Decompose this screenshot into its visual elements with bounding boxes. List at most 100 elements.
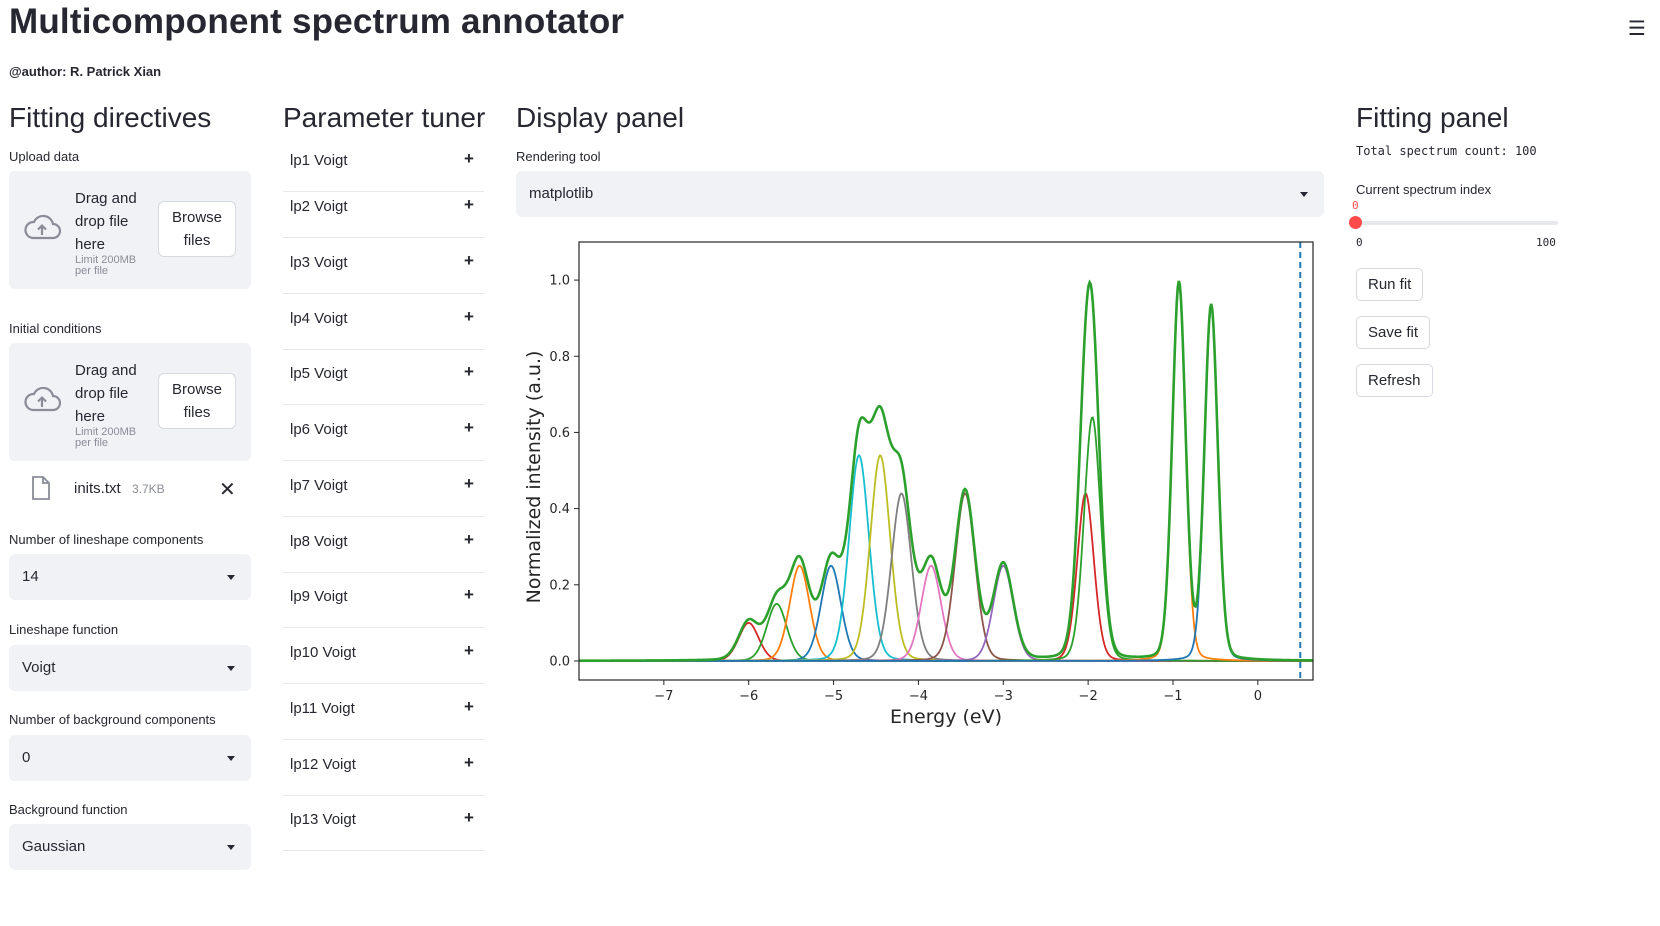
upload-data-label: Upload data [9, 149, 80, 164]
x-axis-label: Energy (eV) [890, 706, 1002, 728]
uploaded-file-name: inits.txt [74, 480, 121, 497]
lp-expander[interactable]: lp6 Voigt + [283, 405, 484, 461]
parameter-tuner-title: Parameter tuner [283, 102, 486, 133]
lp-expander-label: lp9 Voigt [290, 588, 348, 605]
initial-conditions-drag-text: Drag and drop file here [75, 362, 137, 425]
author-line: @author: R. Patrick Xian [9, 64, 162, 79]
plus-icon: + [464, 474, 474, 493]
y-tick-label: 0.2 [549, 578, 570, 593]
lp-expander-label: lp1 Voigt [290, 152, 348, 169]
plus-icon: + [464, 697, 474, 716]
chevron-down-icon [227, 666, 235, 671]
plus-icon: + [464, 753, 474, 772]
lineshape-function-select[interactable]: Voigt [9, 645, 251, 691]
lp-expander[interactable]: lp12 Voigt + [283, 740, 484, 796]
x-tick-label: −5 [824, 689, 843, 704]
lp-expander-label: lp4 Voigt [290, 310, 348, 327]
spectrum-index-label: Current spectrum index [1356, 182, 1492, 197]
app-title: Multicomponent spectrum annotator [9, 2, 625, 41]
fitting-directives-title: Fitting directives [9, 102, 212, 133]
lp-expander[interactable]: lp3 Voigt + [283, 238, 484, 294]
total-fit-curve [579, 279, 1313, 662]
lp-expander[interactable]: lp13 Voigt + [283, 795, 484, 851]
lp-expander-label: lp12 Voigt [290, 756, 356, 773]
plus-icon: + [464, 530, 474, 549]
background-function-value: Gaussian [22, 838, 86, 855]
num-background-select[interactable]: 0 [9, 735, 251, 781]
lp-expander[interactable]: lp8 Voigt + [283, 517, 484, 573]
component-curve [579, 564, 1313, 662]
remove-file-icon[interactable]: ✕ [219, 479, 236, 501]
x-tick-label: −1 [1163, 689, 1182, 704]
upload-data-browse-button[interactable]: Browse files [158, 201, 236, 257]
lp-expander-label: lp3 Voigt [290, 254, 348, 271]
background-function-select[interactable]: Gaussian [9, 824, 251, 870]
cloud-upload-icon [24, 386, 61, 412]
chevron-down-icon [227, 575, 235, 580]
num-background-value: 0 [22, 749, 31, 766]
plus-icon: + [464, 585, 474, 604]
initial-conditions-dropzone[interactable]: Drag and drop file here Limit 200MB per … [9, 343, 251, 461]
upload-data-dropzone[interactable]: Drag and drop file here Limit 200MB per … [9, 171, 251, 289]
plus-icon: + [464, 307, 474, 326]
y-tick-label: 0.0 [549, 654, 570, 669]
lp-expander-label: lp5 Voigt [290, 365, 348, 382]
lp-expander[interactable]: lp1 Voigt + [283, 136, 484, 192]
initial-conditions-limit-text: Limit 200MB per file [75, 426, 137, 449]
num-lineshape-value: 14 [22, 568, 39, 585]
save-fit-button[interactable]: Save fit [1356, 316, 1431, 349]
spectrum-index-min: 0 [1356, 236, 1363, 249]
spectrum-index-max: 100 [1536, 236, 1556, 249]
num-lineshape-select[interactable]: 14 [9, 554, 251, 600]
plus-icon: + [464, 362, 474, 381]
lp-expander[interactable]: lp7 Voigt + [283, 461, 484, 517]
upload-data-drag-text: Drag and drop file here [75, 190, 137, 253]
y-tick-label: 0.6 [549, 426, 570, 441]
y-tick-label: 0.4 [549, 502, 570, 517]
rendering-tool-select[interactable]: matplotlib [516, 171, 1324, 217]
x-tick-label: −7 [654, 689, 673, 704]
lineshape-function-value: Voigt [22, 659, 56, 676]
hamburger-icon[interactable]: ☰ [1628, 18, 1646, 40]
x-tick-label: −6 [739, 689, 758, 704]
plus-icon: + [464, 641, 474, 660]
chevron-down-icon [227, 845, 235, 850]
lp-expander[interactable]: lp2 Voigt + [283, 182, 484, 238]
lp-expander[interactable]: lp11 Voigt + [283, 684, 484, 740]
plus-icon: + [464, 251, 474, 270]
lp-expander-label: lp7 Voigt [290, 477, 348, 494]
fitting-panel-title: Fitting panel [1356, 102, 1509, 133]
lp-expander-label: lp2 Voigt [290, 198, 348, 215]
lp-expander-label: lp8 Voigt [290, 533, 348, 550]
cloud-upload-icon [24, 214, 61, 240]
spectrum-index-slider-thumb[interactable] [1349, 216, 1362, 229]
plus-icon: + [464, 808, 474, 827]
run-fit-button[interactable]: Run fit [1356, 268, 1424, 301]
lp-expander[interactable]: lp10 Voigt + [283, 628, 484, 684]
chevron-down-icon [227, 756, 235, 761]
lp-expander-label: lp13 Voigt [290, 811, 356, 828]
lineshape-function-label: Lineshape function [9, 622, 119, 637]
file-icon [32, 476, 50, 500]
component-curve [579, 564, 1313, 662]
lp-expander[interactable]: lp4 Voigt + [283, 294, 484, 350]
refresh-button[interactable]: Refresh [1356, 364, 1433, 397]
uploaded-file-size: 3.7KB [132, 482, 165, 496]
plus-icon: + [464, 195, 474, 214]
spectrum-index-slider-track[interactable] [1356, 221, 1558, 225]
uploaded-file-row: inits.txt 3.7KB ✕ [9, 472, 251, 506]
y-tick-label: 0.8 [549, 350, 570, 365]
plot-frame [578, 241, 1314, 681]
lp-expander[interactable]: lp9 Voigt + [283, 572, 484, 628]
lp-expander-label: lp11 Voigt [290, 700, 355, 717]
lp-expander[interactable]: lp5 Voigt + [283, 349, 484, 405]
component-curve [579, 564, 1313, 662]
x-tick-label: −2 [1079, 689, 1098, 704]
num-lineshape-label: Number of lineshape components [9, 532, 204, 547]
y-tick-label: 1.0 [549, 274, 570, 289]
total-spectrum-count: Total spectrum count: 100 [1356, 144, 1537, 158]
rendering-tool-label: Rendering tool [516, 149, 601, 164]
initial-conditions-browse-button[interactable]: Browse files [158, 373, 236, 429]
x-tick-label: −3 [994, 689, 1013, 704]
spectrum-index-value: 0 [1352, 199, 1359, 212]
